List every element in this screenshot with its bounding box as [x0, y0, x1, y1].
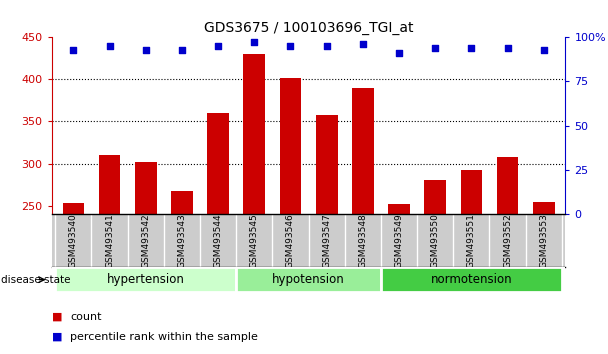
- Text: GSM493541: GSM493541: [105, 213, 114, 268]
- Text: normotension: normotension: [430, 273, 512, 286]
- Text: GSM493544: GSM493544: [213, 213, 223, 268]
- Point: [105, 43, 114, 49]
- Text: GSM493540: GSM493540: [69, 213, 78, 268]
- Bar: [497, 157, 519, 214]
- Point: [213, 43, 223, 49]
- Text: GSM493549: GSM493549: [395, 213, 404, 268]
- Point: [539, 47, 548, 52]
- Bar: [424, 179, 446, 214]
- Point: [358, 41, 368, 47]
- Bar: [316, 115, 337, 214]
- Point: [430, 45, 440, 51]
- Bar: [55, 267, 236, 292]
- Point: [141, 47, 151, 52]
- Point: [466, 45, 476, 51]
- Title: GDS3675 / 100103696_TGI_at: GDS3675 / 100103696_TGI_at: [204, 21, 413, 35]
- Point: [286, 43, 295, 49]
- Bar: [381, 267, 562, 292]
- Text: GSM493550: GSM493550: [430, 213, 440, 268]
- Bar: [135, 162, 157, 214]
- Text: GSM493548: GSM493548: [358, 213, 367, 268]
- Text: ■: ■: [52, 332, 62, 342]
- Bar: [243, 54, 265, 214]
- Point: [322, 43, 331, 49]
- Point: [394, 50, 404, 56]
- Text: hypotension: hypotension: [272, 273, 345, 286]
- Text: GSM493551: GSM493551: [467, 213, 476, 268]
- Text: GSM493553: GSM493553: [539, 213, 548, 268]
- Bar: [98, 155, 120, 214]
- Bar: [236, 267, 381, 292]
- Point: [69, 47, 78, 52]
- Bar: [533, 201, 554, 214]
- Text: GSM493547: GSM493547: [322, 213, 331, 268]
- Point: [177, 47, 187, 52]
- Bar: [280, 78, 302, 214]
- Text: hypertension: hypertension: [107, 273, 185, 286]
- Bar: [63, 203, 85, 214]
- Text: count: count: [70, 312, 102, 322]
- Text: disease state: disease state: [1, 275, 71, 285]
- Point: [503, 45, 513, 51]
- Text: ■: ■: [52, 312, 62, 322]
- Bar: [352, 88, 374, 214]
- Bar: [460, 170, 482, 214]
- Point: [249, 40, 259, 45]
- Text: GSM493543: GSM493543: [178, 213, 187, 268]
- Bar: [388, 204, 410, 214]
- Text: GSM493552: GSM493552: [503, 213, 512, 268]
- Bar: [207, 113, 229, 214]
- Bar: [171, 192, 193, 214]
- Text: percentile rank within the sample: percentile rank within the sample: [70, 332, 258, 342]
- Text: GSM493542: GSM493542: [141, 213, 150, 268]
- Text: GSM493545: GSM493545: [250, 213, 259, 268]
- Text: GSM493546: GSM493546: [286, 213, 295, 268]
